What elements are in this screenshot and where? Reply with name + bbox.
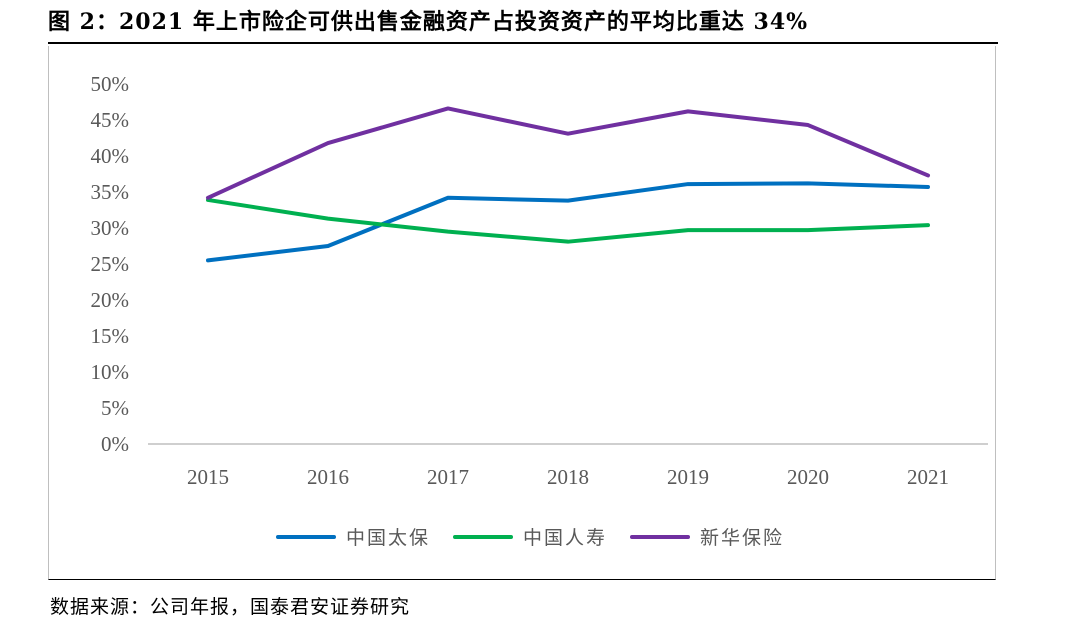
series-line [206, 181, 930, 263]
y-tick-label: 15% [91, 324, 130, 348]
legend-label: 中国人寿 [523, 527, 607, 549]
y-tick-label: 45% [91, 108, 130, 132]
chart-frame [48, 46, 996, 580]
x-tick-label: 2019 [667, 465, 709, 489]
data-source-note: 数据来源：公司年报，国泰君安证券研究 [50, 596, 411, 618]
legend-label: 中国太保 [346, 527, 430, 549]
y-axis: 0% 5% 10% 15% 20% 25% 30% 35% 40% 45% 50% [91, 72, 130, 456]
y-tick-label: 0% [101, 432, 129, 456]
y-tick-label: 10% [91, 360, 130, 384]
y-tick-label: 35% [91, 180, 130, 204]
legend: 中国太保 中国人寿 新华保险 [276, 527, 784, 549]
x-tick-label: 2015 [187, 465, 229, 489]
x-tick-label: 2018 [547, 465, 589, 489]
y-tick-label: 50% [91, 72, 130, 96]
y-tick-label: 25% [91, 252, 130, 276]
y-tick-label: 30% [91, 216, 130, 240]
y-tick-label: 20% [91, 288, 130, 312]
x-tick-label: 2021 [907, 465, 949, 489]
series-lines [206, 106, 930, 263]
series-line [206, 197, 930, 244]
title-rule [48, 42, 998, 44]
x-tick-label: 2016 [307, 465, 349, 489]
y-tick-label: 40% [91, 144, 130, 168]
series-line [206, 106, 930, 200]
figure-title: 图 2：2021 年上市险企可供出售金融资产占投资资产的平均比重达 34% [48, 9, 809, 35]
line-chart: 0% 5% 10% 15% 20% 25% 30% 35% 40% 45% 50% 2015 2016… [91, 72, 988, 549]
x-tick-label: 2017 [427, 465, 469, 489]
legend-label: 新华保险 [700, 527, 784, 549]
y-tick-label: 5% [101, 396, 129, 420]
x-tick-label: 2020 [787, 465, 829, 489]
x-axis: 2015 2016 2017 2018 2019 2020 2021 [148, 443, 988, 489]
